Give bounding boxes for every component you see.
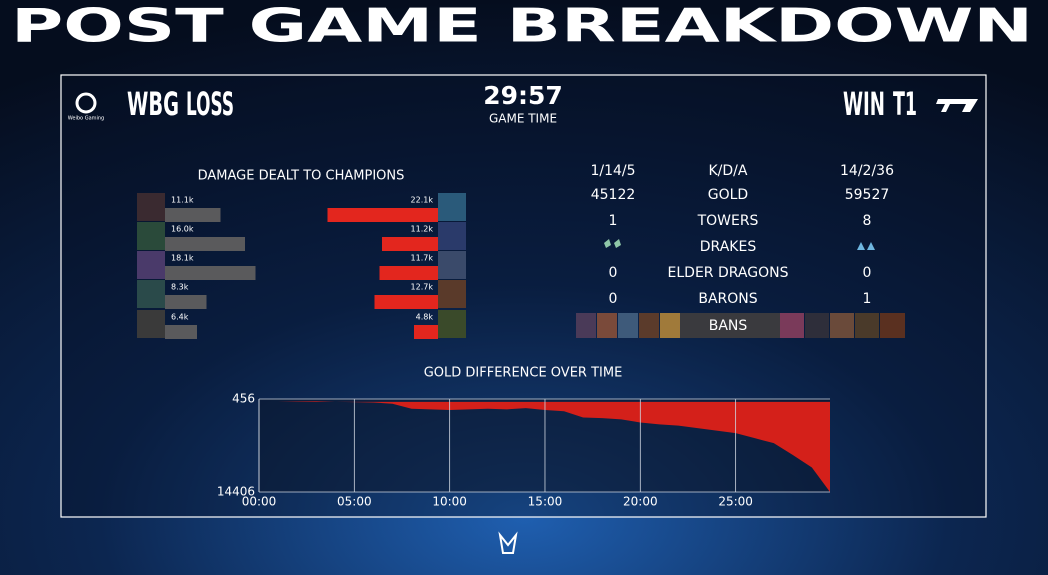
bar-label: 16.0k (171, 225, 194, 234)
champion-portrait (137, 251, 165, 279)
champion-portrait (438, 280, 466, 308)
bans-portraits (576, 313, 905, 338)
bar (374, 295, 438, 309)
left-team: WBG (127, 85, 179, 123)
bar-label: 18.1k (171, 254, 194, 263)
bar-label: 8.3k (171, 283, 189, 292)
team-logo (75, 92, 97, 114)
bar-label: 22.1k (411, 196, 434, 205)
bar-label: 12.7k (411, 283, 434, 292)
bar-label: 11.1k (171, 196, 194, 205)
bar (165, 266, 256, 280)
stat-left: 1/14/5 (590, 163, 635, 179)
x-tick-label: 10:00 (432, 495, 467, 509)
stat-right: 1 (863, 291, 872, 307)
champion-portrait (438, 193, 466, 221)
stat-label: BARONS (698, 291, 757, 307)
y-tick-label: 14406 (217, 485, 255, 499)
bar (379, 266, 438, 280)
x-tick-label: 25:00 (718, 495, 753, 509)
bar (165, 295, 207, 309)
champion-portrait (438, 310, 466, 338)
right-team: T1 (893, 85, 917, 123)
stat-label: GOLD (708, 187, 748, 203)
bar (327, 208, 438, 222)
game-time: 29:57 (483, 81, 563, 110)
left-result: LOSS (186, 85, 234, 123)
stat-left: 0 (609, 291, 618, 307)
x-tick-label: 00:00 (242, 495, 277, 509)
stat-right: 59527 (845, 187, 890, 203)
chart-title: DAMAGE DEALT TO CHAMPIONS (198, 169, 405, 184)
stat-label: K/D/A (709, 163, 748, 179)
bar (382, 237, 438, 251)
logo-caption: Weibo Gaming (68, 116, 104, 122)
champion-portrait (438, 222, 466, 250)
champion-portrait (137, 193, 165, 221)
bar (165, 237, 245, 251)
stat-label: TOWERS (697, 213, 759, 229)
area (259, 401, 830, 492)
x-tick-label: 05:00 (337, 495, 372, 509)
right-result: WIN (843, 85, 885, 123)
stat-right: 8 (863, 213, 872, 229)
stat-right: 14/2/36 (840, 163, 894, 179)
champion-portrait (438, 251, 466, 279)
bar-label: 4.8k (416, 313, 434, 322)
chart-title: GOLD DIFFERENCE OVER TIME (424, 366, 623, 381)
bar (165, 325, 197, 339)
bar-label: 11.2k (411, 225, 434, 234)
bar (414, 325, 438, 339)
champion-portrait (137, 280, 165, 308)
drake-icons (604, 239, 875, 250)
game-time-label: GAME TIME (489, 112, 557, 126)
event-logo (498, 531, 518, 554)
stat-label: ELDER DRAGONS (668, 265, 789, 281)
page-title: POST GAME BREAKDOWN (11, 0, 1033, 53)
x-tick-label: 20:00 (623, 495, 658, 509)
champion-portrait (137, 310, 165, 338)
bar-label: 6.4k (171, 313, 189, 322)
x-tick-label: 15:00 (528, 495, 563, 509)
team-logo (936, 99, 978, 112)
stat-right: 0 (863, 265, 872, 281)
stat-label: BANS (709, 318, 748, 334)
bar (165, 208, 221, 222)
stat-left: 45122 (591, 187, 636, 203)
bar-label: 11.7k (411, 254, 434, 263)
stat-left: 1 (609, 213, 618, 229)
stat-label: DRAKES (700, 239, 757, 255)
stat-left: 0 (609, 265, 618, 281)
champion-portrait (137, 222, 165, 250)
y-tick-label: 456 (232, 392, 255, 406)
